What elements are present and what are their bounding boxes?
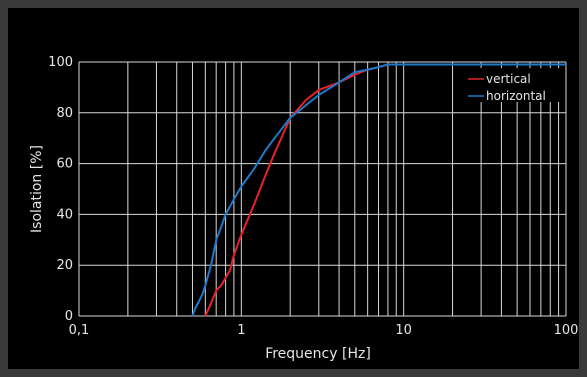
x-axis-label: Frequency [Hz]: [265, 346, 371, 362]
y-tick-label: 60: [56, 157, 73, 172]
axis-layer: 0,1 1 10 100 0 20 40 60 80 100: [48, 55, 578, 338]
y-tick-label: 20: [56, 258, 73, 273]
y-tick-label: 100: [48, 55, 73, 70]
x-tick-label: 1: [237, 323, 245, 338]
legend-label-horizontal: horizontal: [486, 89, 546, 103]
series-line-horizontal: [191, 63, 566, 317]
y-tick-label: 40: [56, 207, 73, 222]
x-tick-label: 0,1: [69, 323, 90, 338]
y-axis-label: Isolation [%]: [29, 145, 45, 233]
legend: vertical horizontal: [464, 68, 562, 103]
x-tick-label: 10: [395, 323, 412, 338]
grid-lines: [78, 61, 567, 317]
series-layer: [191, 63, 566, 317]
y-tick-label: 0: [65, 309, 73, 324]
legend-label-vertical: vertical: [486, 72, 531, 86]
y-tick-label: 80: [56, 106, 73, 121]
x-tick-label: 100: [554, 323, 579, 338]
